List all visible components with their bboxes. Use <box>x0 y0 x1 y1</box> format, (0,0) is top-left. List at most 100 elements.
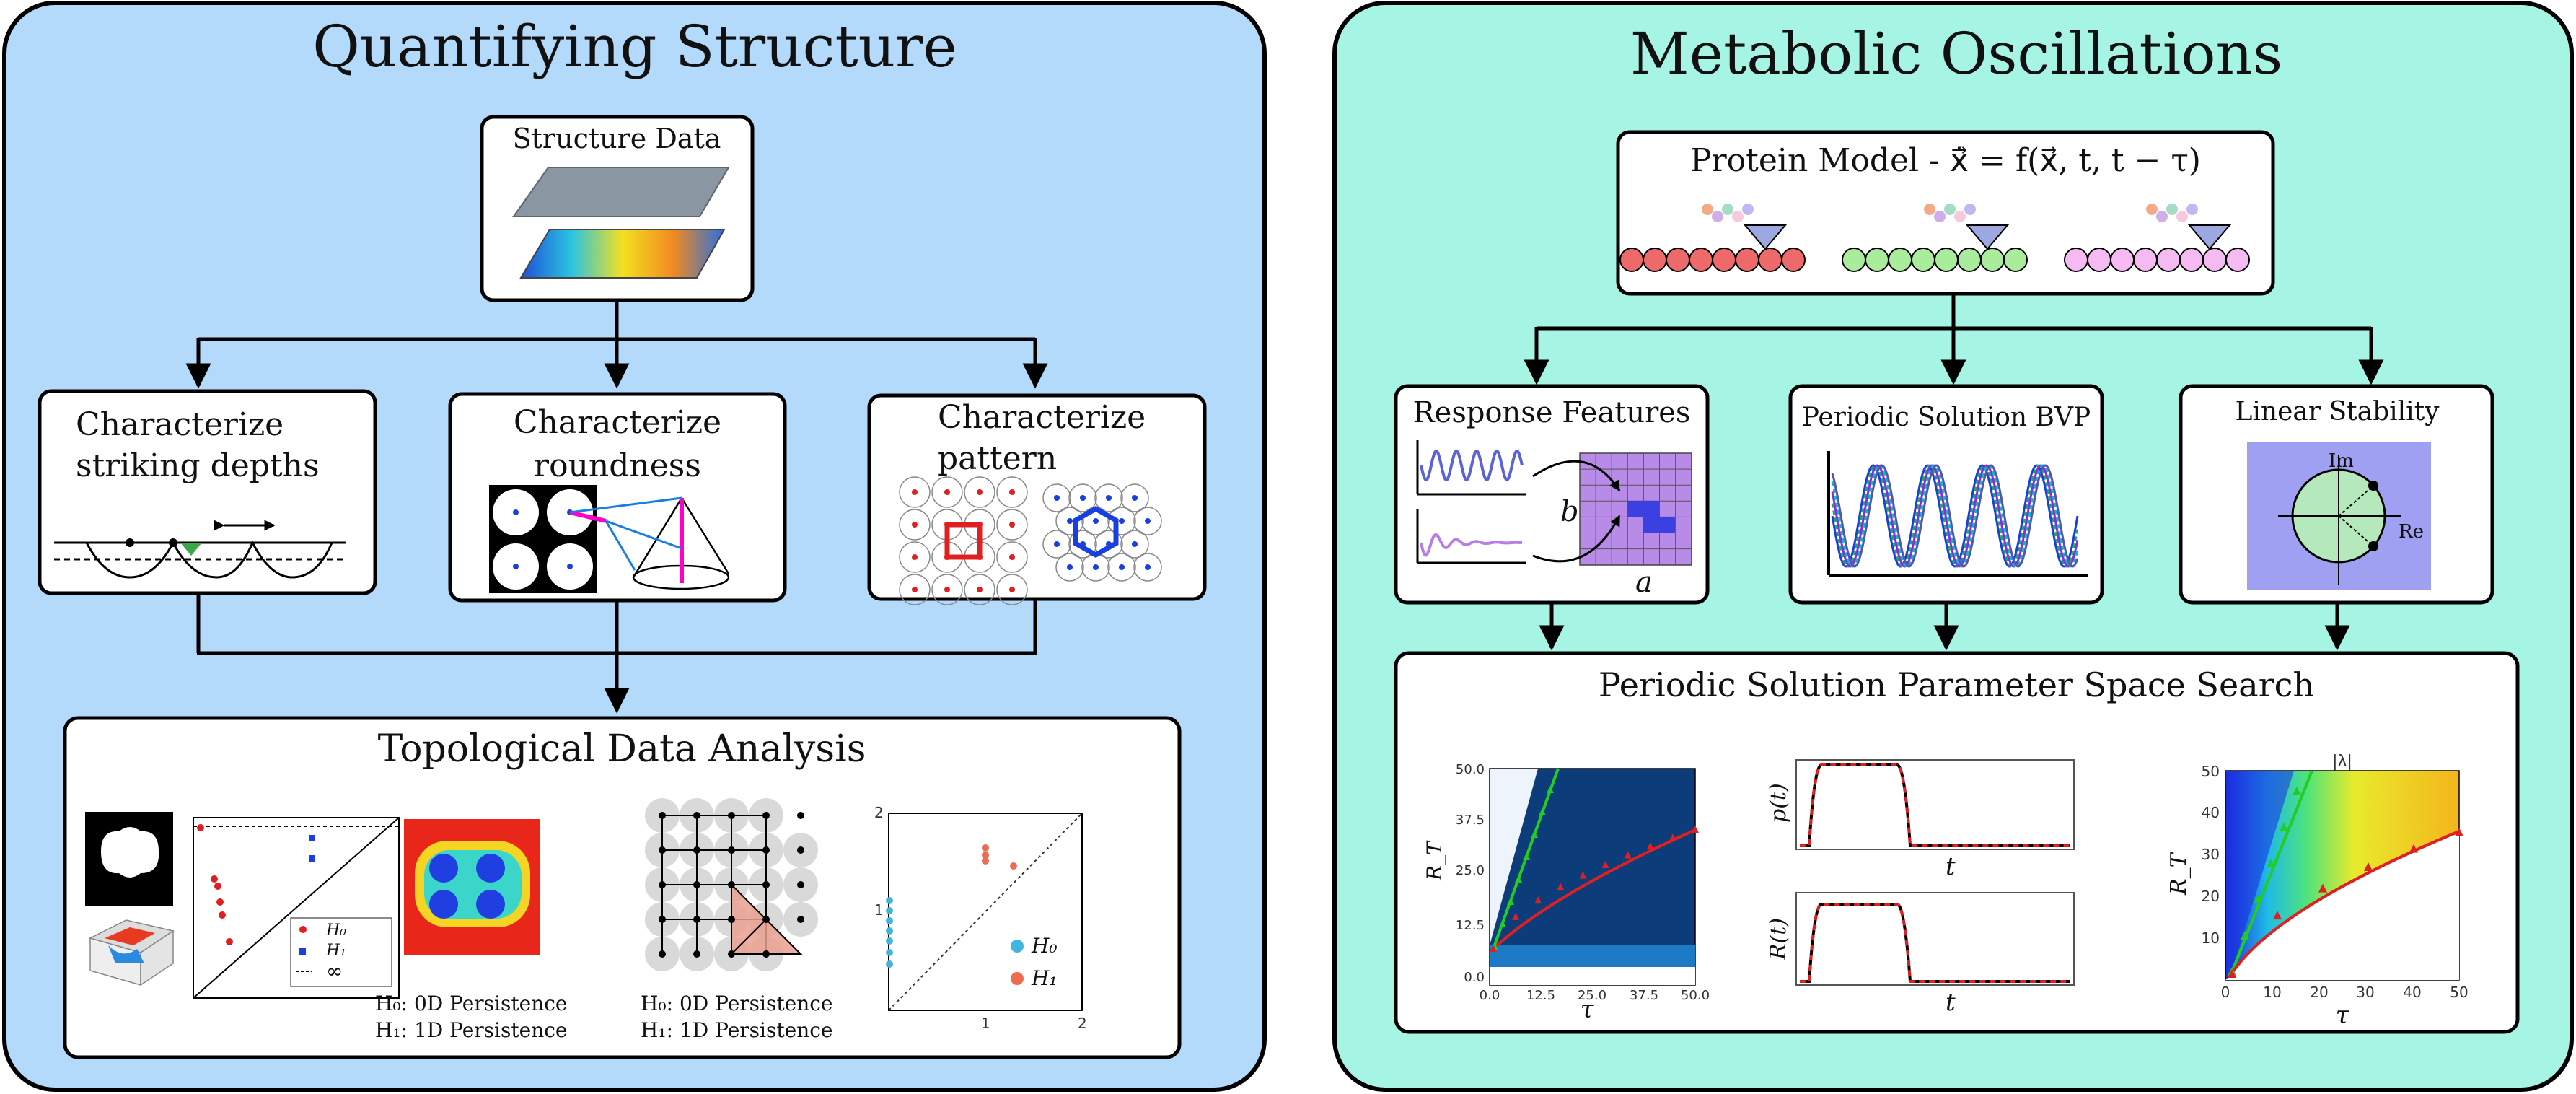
substrate-dot <box>2146 204 2158 215</box>
substrate-dot <box>1732 211 1744 222</box>
heat2-xtick-0: 0 <box>2221 984 2230 1001</box>
green-marker <box>1539 808 1546 815</box>
lattice-dot <box>1009 554 1015 560</box>
hex-circle <box>1107 553 1136 582</box>
hex-dot <box>1093 518 1099 524</box>
chain-bead <box>1980 248 2005 272</box>
heat2-ytick-4: 10 <box>2202 929 2220 947</box>
protein-model-box: Protein Model - x⃗̇ = f(x⃗, t, t − τ) <box>1616 130 2275 296</box>
cech-vertex <box>728 846 735 854</box>
cech-vertex <box>693 812 700 819</box>
heat2-xtick-4: 40 <box>2403 984 2421 1001</box>
caption2-h1: H₁: 1D Persistence <box>641 1018 832 1042</box>
char-roundness-line2: roundness <box>534 447 701 484</box>
cech-vertex <box>693 916 700 923</box>
cech-vertex <box>762 916 770 923</box>
lattice-dot <box>1009 489 1015 495</box>
cech-vertex <box>728 881 735 888</box>
green-marker <box>2293 787 2301 795</box>
heat1-ytick-4: 0.0 <box>1464 970 1485 985</box>
red-marker <box>1512 912 1520 920</box>
hex-dot <box>1054 541 1060 547</box>
rf-b-label: b <box>1560 495 1579 528</box>
heat1-ytick-0: 50.0 <box>1456 762 1485 777</box>
param-search-box: Periodic Solution Parameter Space Search… <box>1394 651 2520 1034</box>
lattice-dot <box>944 489 950 495</box>
hex-circle <box>1068 530 1097 559</box>
red-marker <box>2318 883 2327 893</box>
heat1-xtick-0: 0.0 <box>1480 988 1500 1003</box>
lattice-circle <box>964 476 995 508</box>
heat2-markers <box>2228 787 2463 978</box>
pd1-legend-h0: H₀ <box>325 922 346 940</box>
substrate-dot <box>1924 204 1935 215</box>
lattice-dot <box>912 587 918 592</box>
substrate-dot <box>1702 204 1713 215</box>
p-of-t-plot: p(t) t <box>1766 759 2075 881</box>
lattice-circle <box>996 509 1028 541</box>
ls-re-label: Re <box>2399 521 2424 543</box>
cech-vertex <box>762 881 770 888</box>
filtration-heatmap <box>404 819 540 955</box>
enzyme-icon <box>2187 224 2232 250</box>
p-ylabel: p(t) <box>1766 783 1791 823</box>
red-marker <box>2364 862 2373 872</box>
chain-bead <box>1781 248 1806 272</box>
cech-vertex <box>797 812 804 819</box>
chain-bead <box>1842 248 1866 272</box>
substrate-dot <box>1944 204 1956 215</box>
left-panel: Quantifying Structure Structure Data Cha… <box>2 1 1267 1092</box>
p-xlabel: t <box>1946 852 1956 881</box>
hex-circle <box>1055 553 1084 582</box>
simplicial-complex <box>645 798 818 971</box>
hex-circle <box>1133 507 1162 535</box>
enzyme-icon <box>1743 224 1788 250</box>
hex-dot <box>1119 564 1125 570</box>
lattice-dot <box>977 489 983 495</box>
hex-dot <box>1093 564 1099 570</box>
caption1-h1: H₁: 1D Persistence <box>375 1018 567 1042</box>
chain-bead <box>2133 248 2158 272</box>
cech-vertex <box>762 812 770 819</box>
heat2-ytick-3: 20 <box>2202 888 2220 905</box>
red-marker <box>1601 861 1609 869</box>
heat2-xlabel: τ <box>2336 1001 2350 1030</box>
tda-box: Topological Data Analysis <box>63 716 1182 1059</box>
substrate-dot <box>1722 204 1733 215</box>
green-marker <box>2254 895 2262 903</box>
heat1-ytick-1: 37.5 <box>1456 813 1485 828</box>
chain-bead <box>1758 248 1782 272</box>
green-marker <box>1515 875 1522 883</box>
pd2-ytick-1: 1 <box>874 901 884 919</box>
chain-bead <box>2003 248 2028 272</box>
heat2-ytick-2: 30 <box>2202 846 2220 863</box>
cech-vertex <box>797 916 804 923</box>
chain-bead <box>1689 248 1713 272</box>
cech-vertex <box>762 846 770 854</box>
red-marker <box>2455 828 2463 836</box>
r-of-t-plot: R(t) t <box>1766 892 2075 1017</box>
cech-vertex <box>797 881 804 888</box>
lattice-dot <box>912 489 918 495</box>
hex-circle <box>1068 483 1097 512</box>
char-roundness-line1: Characterize <box>514 404 721 441</box>
green-marker <box>1523 853 1530 860</box>
linear-stability-label: Linear Stability <box>2235 397 2440 426</box>
red-marker <box>2228 969 2236 978</box>
param-heatmap-1: R_T τ 50.0 37.5 25.0 12.5 0.0 0.0 12.5 2… <box>1423 762 1710 1024</box>
bvp-oscillation-traces <box>1831 464 2079 568</box>
chain-bead <box>2064 248 2088 272</box>
hex-dot <box>1132 495 1138 501</box>
heat1-xtick-4: 50.0 <box>1681 988 1710 1003</box>
lattice-circle <box>996 574 1028 605</box>
sustained-oscillation <box>1420 449 1524 482</box>
heat2-ylabel: R_T <box>2166 852 2192 896</box>
substrate-dot <box>1742 204 1754 215</box>
ls-im-label: Im <box>2329 450 2354 472</box>
heat2-title: |λ| <box>2332 753 2352 771</box>
enzyme-icon <box>1965 224 2010 250</box>
cech-vertex <box>728 812 735 819</box>
heat1-ytick-2: 25.0 <box>1456 863 1485 878</box>
substrate-dot <box>1954 211 1966 222</box>
chain-bead <box>1735 248 1759 272</box>
